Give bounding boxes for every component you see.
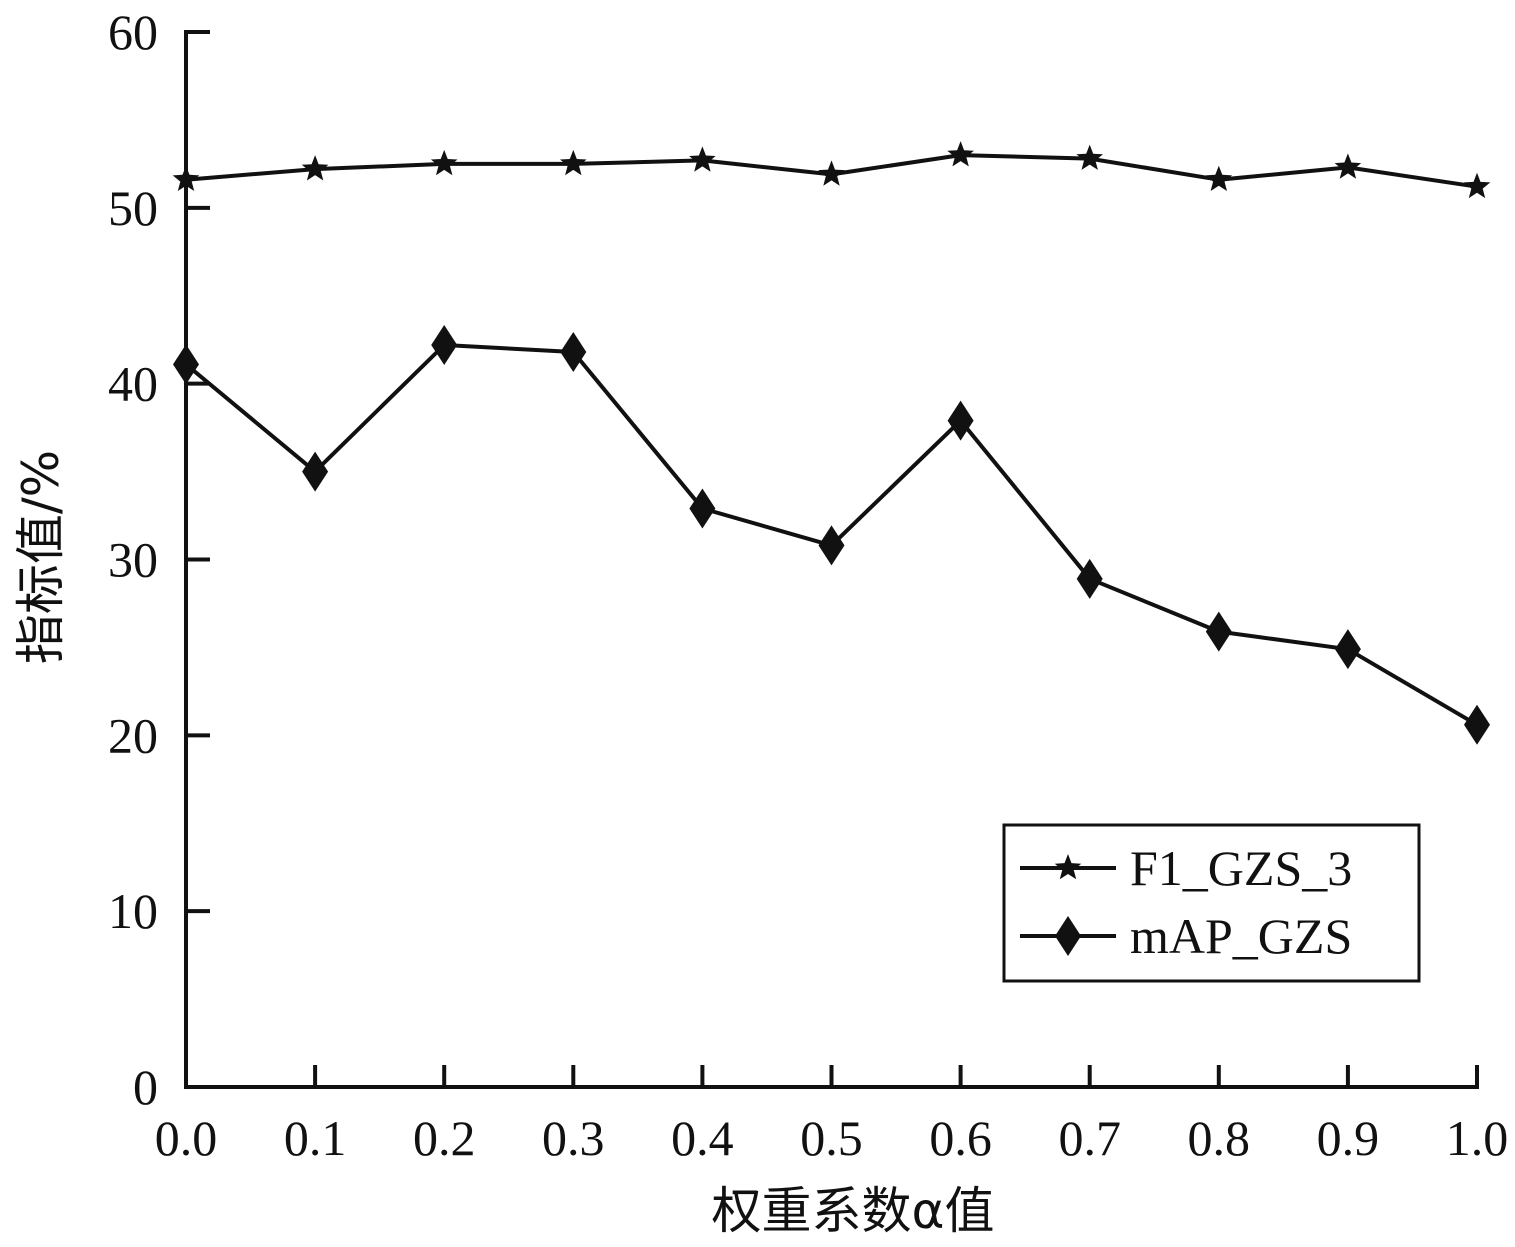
y-tick-label: 60 <box>108 4 158 60</box>
diamond-icon <box>1055 916 1081 956</box>
series-F1_GZS_3 <box>172 141 1491 199</box>
data-point-diamond <box>1464 704 1490 745</box>
x-tick-label: 0.2 <box>413 1110 476 1166</box>
data-point-diamond <box>689 488 716 529</box>
x-tick-label: 0.3 <box>542 1110 605 1166</box>
series-mAP_GZS <box>173 324 1490 745</box>
data-point-diamond <box>1205 611 1232 652</box>
x-tick-label: 0.6 <box>929 1110 992 1166</box>
data-point-star <box>947 141 974 167</box>
legend-marker-diamond <box>1055 916 1081 956</box>
x-ticks: 0.0 0.1 0.2 0.3 0.4 0.5 0.6 0.7 0.8 0.9 1.0 <box>155 1065 1509 1166</box>
y-tick-label: 40 <box>108 356 158 412</box>
data-point-diamond <box>560 332 587 373</box>
x-tick-label: 0.8 <box>1188 1110 1251 1166</box>
star-icon <box>1054 854 1082 880</box>
data-point-star <box>430 149 458 176</box>
data-point-diamond <box>302 451 329 492</box>
x-tick-label: 0.5 <box>800 1110 863 1166</box>
data-point-star <box>560 149 587 176</box>
y-tick-label: 20 <box>108 707 158 763</box>
x-tick-label: 0.4 <box>671 1110 734 1166</box>
x-tick-label: 0.0 <box>155 1110 218 1166</box>
x-tick-label: 1.0 <box>1446 1110 1509 1166</box>
legend-label-f1: F1_GZS_3 <box>1130 840 1352 896</box>
data-point-star <box>689 146 716 172</box>
x-tick-label: 0.9 <box>1317 1110 1380 1166</box>
data-point-star <box>172 165 200 191</box>
legend-marker-star <box>1054 854 1082 880</box>
y-tick-label: 30 <box>108 532 158 588</box>
data-point-diamond <box>818 525 845 566</box>
x-tick-label: 0.7 <box>1058 1110 1121 1166</box>
data-point-diamond <box>431 324 458 365</box>
y-axis-title: 指标值/% <box>12 450 70 664</box>
legend-label-map: mAP_GZS <box>1130 908 1352 964</box>
y-ticks: 0 10 20 30 40 50 60 <box>108 4 210 1115</box>
legend: F1_GZS_3 mAP_GZS <box>1002 823 1421 983</box>
y-tick-label: 10 <box>108 883 158 939</box>
x-tick-label: 0.1 <box>284 1110 347 1166</box>
data-point-star <box>301 155 329 181</box>
data-point-diamond <box>947 400 974 441</box>
y-tick-label: 50 <box>108 180 158 236</box>
data-point-star <box>1205 165 1233 191</box>
data-point-star <box>818 160 845 186</box>
series-layer <box>172 141 1491 745</box>
data-point-star <box>1076 144 1103 170</box>
data-point-star <box>1463 172 1491 199</box>
data-point-diamond <box>173 344 199 385</box>
data-point-diamond <box>1076 558 1103 599</box>
data-point-diamond <box>1334 629 1361 670</box>
y-tick-label: 0 <box>133 1059 158 1115</box>
x-axis-title: 权重系数α值 <box>712 1182 995 1240</box>
legend-box <box>1002 823 1421 983</box>
data-point-star <box>1334 153 1362 179</box>
